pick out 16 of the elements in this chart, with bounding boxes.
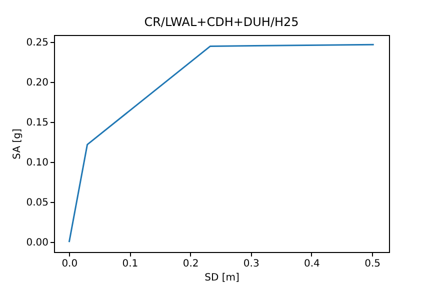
line-series — [68, 44, 375, 243]
y-tick-label: 0.00 — [26, 238, 48, 249]
x-tick-label: 0.5 — [364, 258, 380, 270]
x-tick-label: 0.3 — [243, 258, 260, 270]
chart-title: CR/LWAL+CDH+DUH/H25 — [144, 15, 299, 29]
y-tick-label: 0.05 — [26, 198, 48, 209]
y-tick-label: 0.15 — [26, 118, 48, 129]
x-tick-label: 0.0 — [62, 258, 78, 270]
y-tick-label: 0.20 — [26, 78, 48, 89]
x-tick-label: 0.4 — [304, 258, 320, 270]
x-tick-label: 0.2 — [182, 258, 199, 270]
x-tick-label: 0.1 — [122, 258, 138, 270]
y-tick-label: 0.10 — [26, 158, 48, 169]
x-axis-title: SD [m] — [204, 272, 240, 284]
y-axis-title: SA [g] — [12, 128, 24, 160]
y-tick-label: 0.25 — [26, 38, 48, 49]
